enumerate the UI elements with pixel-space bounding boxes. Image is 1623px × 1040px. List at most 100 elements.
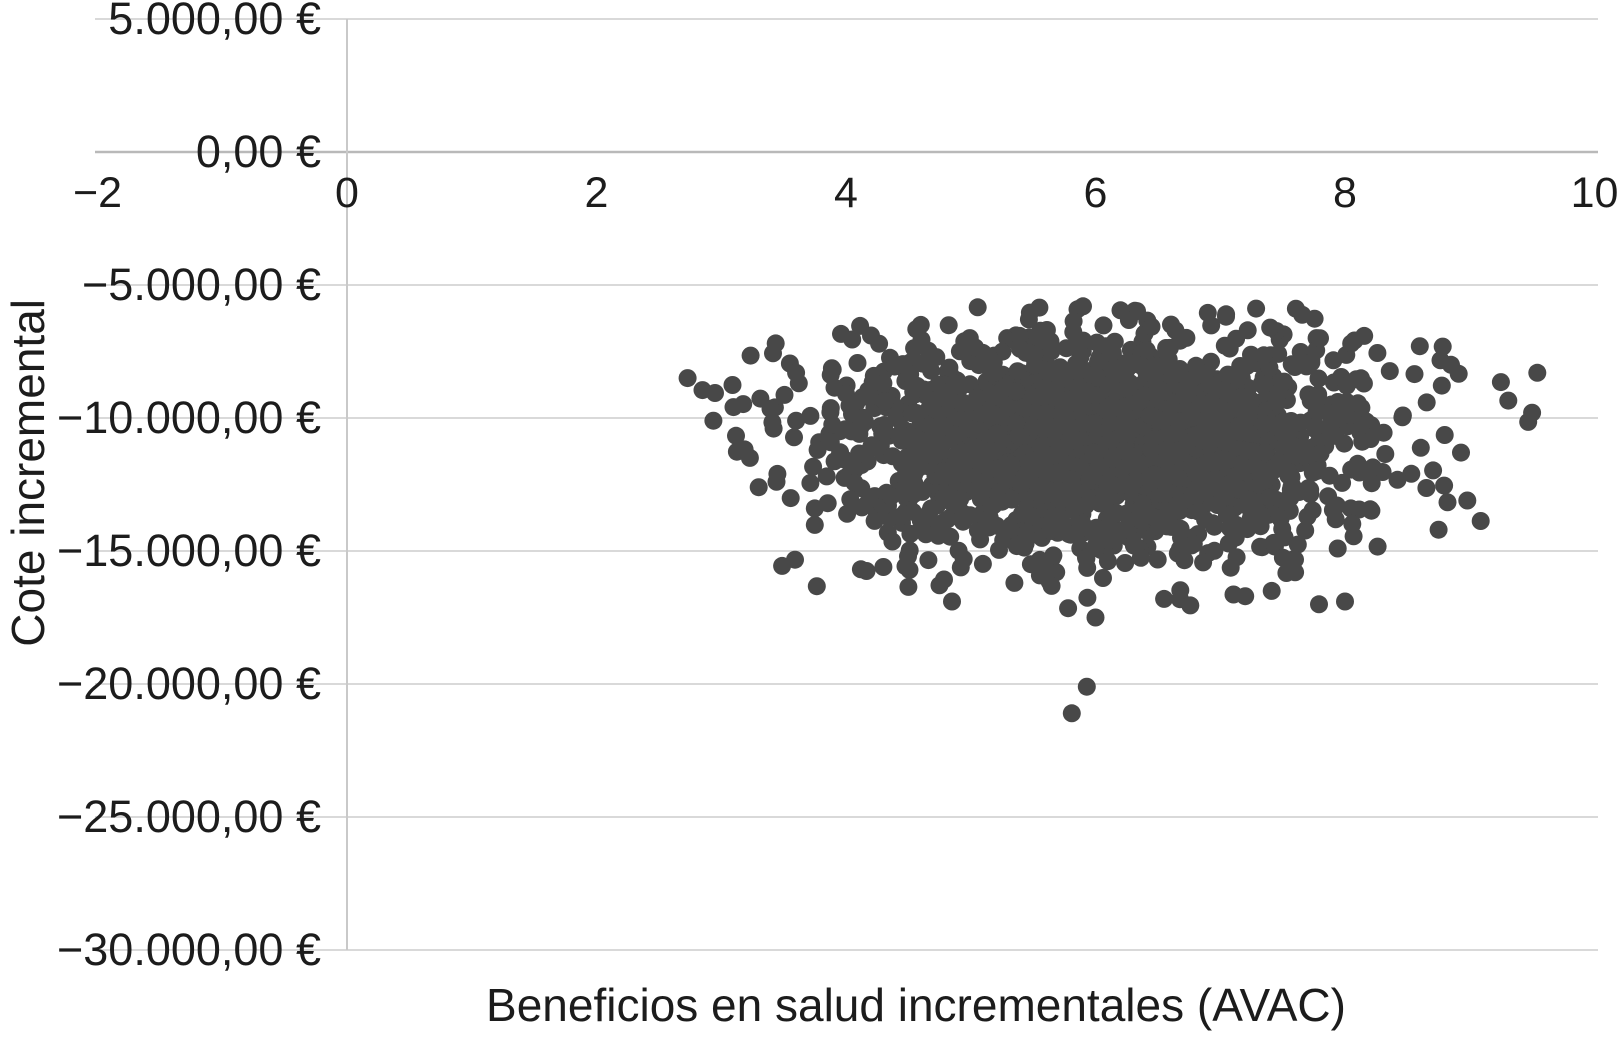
x-tick-label: 2 [584,169,609,217]
scatter-point [1128,394,1147,412]
scatter-point [1098,552,1117,571]
scatter-point [1162,517,1181,536]
scatter-point [1049,463,1068,482]
scatter-point [1036,405,1055,423]
scatter-point [1424,461,1443,480]
scatter-point [1243,442,1262,461]
scatter-point [1008,362,1027,381]
scatter-point [781,489,800,508]
scatter-point [1305,309,1324,328]
scatter-point [1215,450,1234,469]
scatter-point [851,560,870,579]
scatter-point [1022,507,1041,526]
scatter-point [805,515,824,534]
scatter-point [1165,464,1184,483]
scatter-point [916,525,935,544]
scatter-point [1070,361,1089,380]
scatter-point [1286,550,1304,569]
scatter-point [1230,479,1249,498]
scatter-point [862,326,880,345]
scatter-point [909,430,928,449]
scatter-point [1491,373,1510,392]
scatter-point [1388,470,1407,489]
scatter-points [678,297,1547,723]
scatter-point [894,355,912,374]
scatter-point [892,431,911,450]
scatter-point [1077,496,1096,515]
scatter-point [1077,677,1096,696]
y-tick-label: −15.000,00 € [56,525,321,576]
scatter-point [845,473,864,492]
scatter-point [1256,471,1275,490]
scatter-point [1201,375,1220,394]
scatter-point [1323,501,1342,519]
scatter-point [1131,548,1150,567]
scatter-point [1435,426,1454,444]
scatter-point [1191,394,1210,413]
scatter-point [764,419,783,438]
scatter-point [1024,418,1043,437]
scatter-point [934,489,953,508]
scatter-point [1442,355,1460,374]
scatter-point [1094,569,1112,587]
scatter-point [1007,413,1026,432]
scatter-point [1146,508,1164,527]
scatter-point [1319,403,1337,422]
scatter-point [1042,576,1061,595]
scatter-point [1086,386,1105,405]
scatter-point [1175,551,1194,570]
scatter-point [1010,326,1029,345]
scatter-point [1007,382,1026,401]
scatter-point [935,417,954,436]
scatter-point [1148,550,1167,569]
scatter-point [987,424,1006,443]
scatter-point [766,334,785,353]
scatter-point [1195,477,1214,496]
scatter-point [1267,391,1286,410]
scatter-point [1074,297,1092,316]
scatter-point [1059,390,1078,409]
scatter-point [1291,413,1310,432]
scatter-point [1042,342,1061,361]
scatter-point [1410,337,1429,356]
scatter-point [1147,409,1166,428]
scatter-point [927,348,946,367]
scatter-point [1181,596,1200,615]
scatter-point [1174,381,1193,400]
scatter-point [896,557,915,576]
scatter-point [854,408,872,427]
scatter-point [972,440,991,459]
scatter-point [1205,517,1224,536]
scatter-point [967,388,986,407]
scatter-point [1335,434,1354,453]
scatter-point [1118,358,1137,377]
scatter-point [848,354,867,372]
scatter-point [960,375,979,394]
scatter-point [980,518,999,537]
scatter-point [1082,467,1101,486]
scatter-point [903,502,922,521]
scatter-point [951,489,970,508]
scatter-point [1286,446,1305,465]
scatter-point [1103,344,1122,363]
scatter-point [785,428,803,447]
scatter-point [950,342,969,361]
y-tick-label: −10.000,00 € [56,392,321,443]
scatter-point [1310,595,1328,614]
scatter-point [1499,391,1518,410]
scatter-point [1226,528,1245,547]
scatter-point [1348,394,1367,413]
y-tick-label: −30.000,00 € [56,924,321,975]
scatter-point [741,346,760,365]
scatter-point [821,365,840,384]
scatter-point [734,395,753,414]
scatter-point [939,316,958,335]
scatter-point [1116,554,1135,572]
scatter-point [1260,488,1279,507]
scatter-point [727,426,745,445]
scatter-point [905,474,924,493]
y-tick-label: 0,00 € [195,126,321,177]
scatter-point [1269,344,1288,363]
scatter-point [1452,443,1470,462]
